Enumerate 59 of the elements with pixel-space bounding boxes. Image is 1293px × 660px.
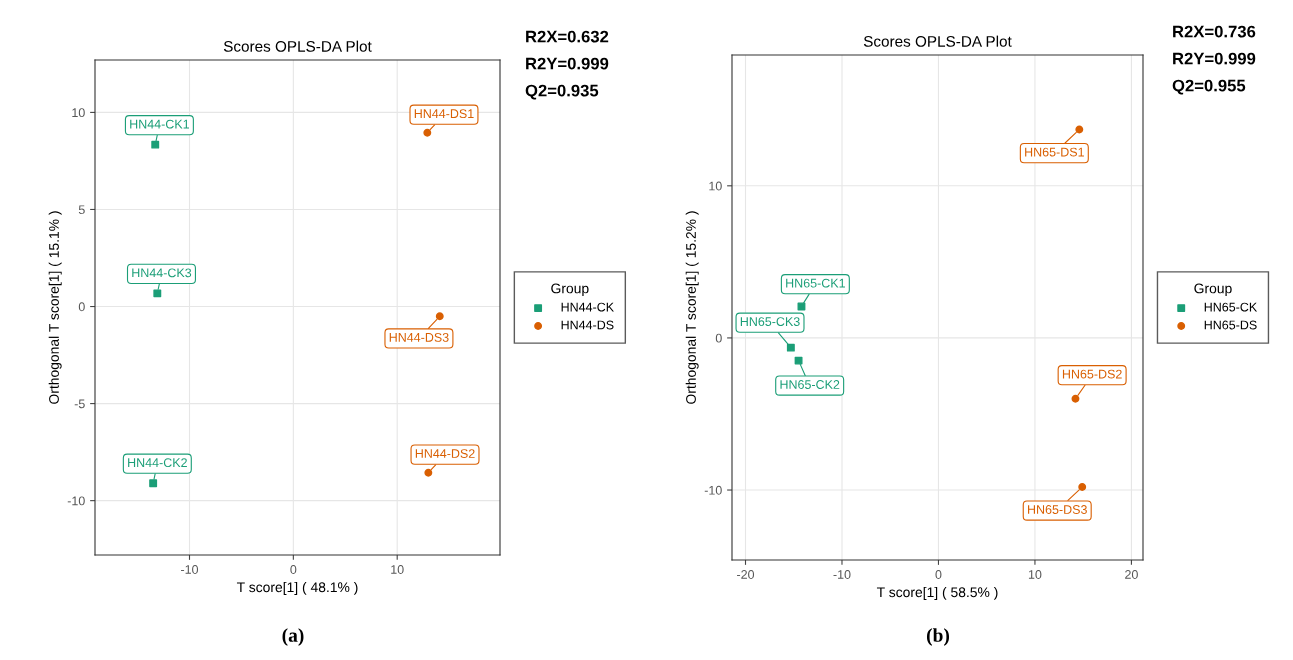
point <box>1071 394 1080 403</box>
point <box>151 140 160 149</box>
annotation: HN65-DS1 <box>1025 147 1084 157</box>
annotation: HN65-CK1 <box>786 278 845 288</box>
annotation: HN44-DS1 <box>414 109 474 119</box>
point <box>149 479 158 488</box>
text: R2Y=0.999 <box>1173 52 1256 65</box>
text: R2X=0.736 <box>1173 25 1256 38</box>
point <box>435 312 444 321</box>
x-tick-label: 10 <box>1028 570 1042 579</box>
y-axis-title: Orthogonal T score[1] ( 15.1% ) <box>48 211 62 404</box>
text: Q2=0.935 <box>525 84 599 100</box>
y-axis-title: Orthogonal T score[1] ( 15.2% ) <box>685 211 699 404</box>
x-tick-label: 0 <box>290 565 297 574</box>
y-tick-label: -5 <box>74 399 85 409</box>
annotation: HN65-DS2 <box>1062 369 1122 379</box>
y-tick-label: -10 <box>67 496 85 506</box>
annotation: HN44-DS2 <box>415 449 475 458</box>
chart-title: Scores OPLS-DA Plot <box>223 40 372 52</box>
x-tick-label: -10 <box>833 570 851 579</box>
annotation: HN44-CK3 <box>132 268 192 278</box>
annotation: HN44-CK1 <box>130 119 190 129</box>
point <box>794 356 803 365</box>
text: (b) <box>926 628 950 646</box>
x-tick-label: -20 <box>737 570 755 579</box>
annotation: HN65-CK2 <box>780 380 840 389</box>
annotation: HN65-DS3 <box>1028 505 1087 514</box>
legend-label: HN65-DS <box>1204 320 1257 330</box>
y-tick-label: -10 <box>704 485 722 495</box>
legend-title: Group <box>551 283 589 297</box>
legend-title: Group <box>1194 283 1232 297</box>
y-tick-label: 5 <box>78 205 85 215</box>
legend-label: HN65-CK <box>1204 302 1258 312</box>
y-tick-label: 10 <box>709 181 722 191</box>
y-tick-label: 10 <box>72 108 85 118</box>
point <box>1078 483 1087 491</box>
y-tick-label: 0 <box>78 302 85 312</box>
chart-title: Scores OPLS-DA Plot <box>863 35 1012 47</box>
text: Q2=0.955 <box>1172 79 1246 95</box>
text: (a) <box>282 628 304 646</box>
x-tick-label: -10 <box>181 565 199 574</box>
point <box>1075 125 1084 134</box>
x-tick-label: 0 <box>935 570 942 579</box>
annotation: HN65-CK3 <box>740 317 800 327</box>
point <box>423 128 432 137</box>
text: R2Y=0.999 <box>526 57 609 70</box>
annotation: HN44-CK2 <box>128 458 187 468</box>
point <box>424 468 433 477</box>
point <box>153 289 162 298</box>
legend-label: HN44-CK <box>561 302 614 312</box>
y-tick-label: 0 <box>715 333 722 343</box>
annotation: HN44-DS3 <box>389 332 449 342</box>
text: R2X=0.632 <box>526 30 609 43</box>
x-axis-title: T score[1] ( 48.1% ) <box>236 581 358 595</box>
x-tick-label: 20 <box>1125 570 1138 579</box>
x-axis-title: T score[1] ( 58.5% ) <box>876 586 998 600</box>
x-tick-label: 10 <box>391 565 404 574</box>
legend-label: HN44-DS <box>561 320 614 330</box>
point <box>786 343 795 352</box>
